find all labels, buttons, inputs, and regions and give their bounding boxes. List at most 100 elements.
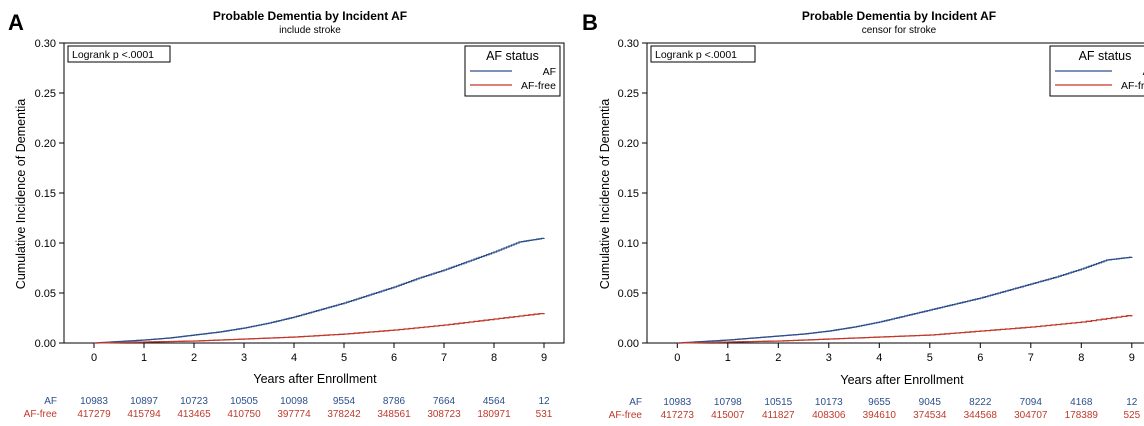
risk-count-af-a: 10983	[80, 396, 108, 407]
x-tick-label-b: 2	[775, 352, 781, 364]
x-tick-label-a: 6	[391, 352, 397, 364]
legend-label-af-a: AF	[543, 66, 556, 78]
legend-label-af-free-a: AF-free	[521, 80, 556, 92]
plot-area-a: 0.00 0.05 0.10 0.15 0.20 0.25 0.30 0 1 2 3 4 5 6 7 8 9 Lo…	[35, 38, 565, 364]
y-tick-label-b: 0.10	[618, 238, 639, 250]
risk-count-af-b: 10515	[764, 397, 792, 408]
x-tick-label-a: 1	[141, 352, 147, 364]
risk-count-af-free-b: 304707	[1014, 410, 1048, 421]
risk-count-af-free-b: 394610	[863, 410, 897, 421]
panel-b: B Probable Dementia by Incident AF censo…	[572, 0, 1144, 426]
x-tick-label-a: 3	[241, 352, 247, 364]
y-tick-label-a: 0.10	[35, 238, 56, 250]
risk-count-af-a: 7664	[433, 396, 456, 407]
x-axis-label-b: Years after Enrollment	[840, 373, 964, 387]
chart-a-subtitle: include stroke	[279, 25, 341, 36]
y-axis-label-b: Cumulative Incidence of Dementia	[598, 99, 612, 289]
x-tick-label-b: 8	[1078, 352, 1084, 364]
panel-a-label: A	[8, 10, 24, 35]
risk-count-af-b: 9045	[919, 397, 942, 408]
risk-count-af-b: 12	[1126, 397, 1138, 408]
x-tick-label-b: 7	[1028, 352, 1034, 364]
x-tick-label-a: 8	[491, 352, 497, 364]
legend-title-b: AF status	[1079, 49, 1132, 63]
x-tick-label-a: 2	[191, 352, 197, 364]
y-tick-label-a: 0.00	[35, 338, 56, 350]
chart-b-title: Probable Dementia by Incident AF	[802, 9, 996, 23]
x-tick-label-a: 0	[91, 352, 97, 364]
risk-count-af-free-a: 413465	[177, 409, 211, 420]
logrank-annotation-a: Logrank p <.0001	[72, 49, 154, 61]
risk-count-af-free-b: 415007	[711, 410, 745, 421]
panel-a: A Probable Dementia by Incident AF inclu…	[8, 9, 565, 420]
legend-title-a: AF status	[486, 49, 539, 63]
risk-count-af-a: 10723	[180, 396, 208, 407]
x-axis-label-a: Years after Enrollment	[253, 372, 377, 386]
y-tick-label-a: 0.15	[35, 188, 56, 200]
y-tick-label-b: 0.00	[618, 338, 639, 350]
x-tick-label-a: 7	[441, 352, 447, 364]
y-tick-label-b: 0.05	[618, 288, 639, 300]
y-tick-label-b: 0.30	[618, 38, 639, 50]
risk-count-af-free-a: 415794	[127, 409, 161, 420]
risk-count-af-free-a: 308723	[427, 409, 461, 420]
series-line-af-b	[677, 256, 1133, 344]
series-line-af-a	[94, 237, 545, 344]
risk-count-af-b: 4168	[1070, 397, 1093, 408]
risk-row-label-af-b: AF	[629, 397, 642, 408]
logrank-box-b	[650, 45, 756, 63]
risk-count-af-b: 7094	[1020, 397, 1043, 408]
risk-count-af-free-a: 378242	[327, 409, 361, 420]
risk-count-af-free-a: 531	[536, 409, 553, 420]
y-tick-label-b: 0.15	[618, 188, 639, 200]
logrank-box-a	[67, 45, 171, 63]
risk-count-af-a: 10897	[130, 396, 158, 407]
legend-label-af-free-b: AF-free	[1121, 80, 1144, 92]
risk-count-af-free-b: 178389	[1065, 410, 1099, 421]
risk-count-af-a: 8786	[383, 396, 406, 407]
chart-a-title: Probable Dementia by Incident AF	[213, 9, 407, 23]
risk-row-label-af-free-a: AF-free	[24, 409, 58, 420]
risk-count-af-free-b: 344568	[964, 410, 998, 421]
risk-count-af-free-b: 411827	[762, 410, 795, 421]
risk-count-af-free-b: 525	[1123, 410, 1140, 421]
risk-count-af-b: 8222	[969, 397, 992, 408]
y-tick-label-a: 0.25	[35, 88, 56, 100]
risk-row-label-af-free-b: AF-free	[609, 410, 643, 421]
risk-count-af-free-a: 348561	[377, 409, 411, 420]
y-axis-label-a: Cumulative Incidence of Dementia	[14, 99, 28, 289]
panel-b-label: B	[582, 10, 598, 35]
risk-count-af-a: 12	[538, 396, 550, 407]
legend-label-af-b: AF	[1143, 66, 1144, 78]
y-tick-label-b: 0.25	[618, 88, 639, 100]
x-tick-label-a: 9	[541, 352, 547, 364]
chart-b-subtitle: censor for stroke	[862, 25, 937, 36]
risk-count-af-a: 10098	[280, 396, 308, 407]
plot-area-b: 0.00 0.05 0.10 0.15 0.20 0.25 0.30 0 1 2 3 4 5 6 7 8 9 Lo…	[618, 38, 1144, 364]
x-tick-label-b: 0	[674, 352, 680, 364]
x-tick-label-b: 4	[876, 352, 882, 364]
risk-count-af-free-a: 180971	[477, 409, 511, 420]
risk-count-af-b: 10798	[714, 397, 742, 408]
risk-count-af-b: 9655	[868, 397, 891, 408]
y-tick-label-a: 0.05	[35, 288, 56, 300]
risk-table-a: AF 10983 10897 10723 10505 10098 9554 8786 7664 4…	[24, 396, 553, 420]
risk-count-af-a: 9554	[333, 396, 356, 407]
x-tick-label-b: 3	[826, 352, 832, 364]
risk-count-af-a: 10505	[230, 396, 258, 407]
risk-count-af-free-a: 417279	[77, 409, 111, 420]
y-tick-label-b: 0.20	[618, 138, 639, 150]
series-line-af-free-b	[677, 315, 1133, 344]
risk-count-af-b: 10173	[815, 397, 843, 408]
risk-count-af-b: 10983	[663, 397, 691, 408]
y-tick-label-a: 0.20	[35, 138, 56, 150]
risk-count-af-free-a: 397774	[277, 409, 311, 420]
chart-a-svg: A Probable Dementia by Incident AF inclu…	[8, 9, 565, 420]
risk-count-af-free-b: 408306	[812, 410, 846, 421]
risk-count-af-a: 4564	[483, 396, 506, 407]
x-tick-label-b: 1	[725, 352, 731, 364]
x-tick-label-b: 9	[1129, 352, 1135, 364]
x-tick-label-a: 4	[291, 352, 297, 364]
risk-table-b: AF 10983 10798 10515 10173 9655 9045 8222 7094 41…	[609, 397, 1141, 421]
y-tick-label-a: 0.30	[35, 38, 56, 50]
